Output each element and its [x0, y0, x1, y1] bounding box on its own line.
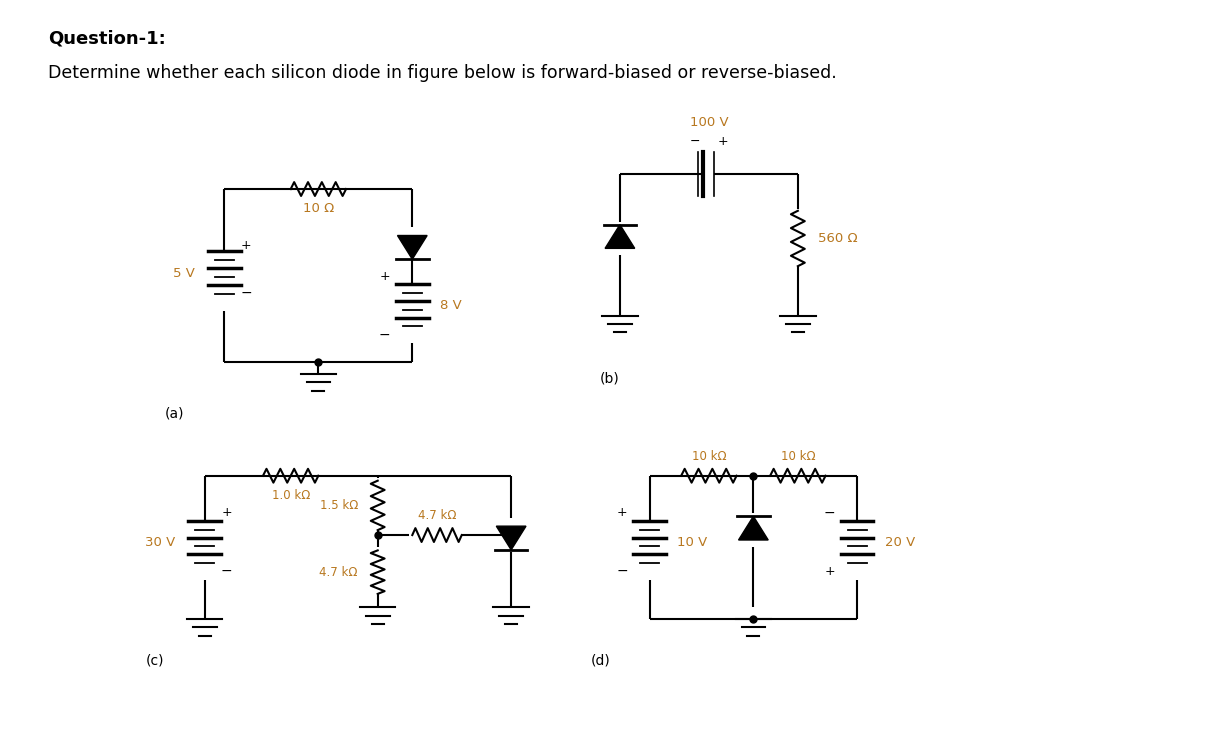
Text: 10 kΩ: 10 kΩ — [781, 450, 815, 463]
Text: 8 V: 8 V — [439, 299, 461, 312]
Text: Question-1:: Question-1: — [49, 30, 166, 48]
Text: (a): (a) — [165, 406, 185, 420]
Polygon shape — [496, 526, 526, 550]
Text: 4.7 kΩ: 4.7 kΩ — [319, 566, 357, 578]
Text: +: + — [824, 564, 835, 578]
Text: 10 V: 10 V — [677, 536, 707, 549]
Text: 20 V: 20 V — [885, 536, 916, 549]
Text: +: + — [717, 135, 728, 148]
Text: 560 Ω: 560 Ω — [818, 232, 857, 245]
Text: −: − — [220, 564, 233, 578]
Polygon shape — [738, 516, 769, 540]
Text: (c): (c) — [146, 654, 164, 668]
Polygon shape — [398, 236, 427, 259]
Text: 30 V: 30 V — [144, 536, 175, 549]
Text: +: + — [241, 239, 251, 252]
Text: Determine whether each silicon diode in figure below is forward-biased or revers: Determine whether each silicon diode in … — [49, 64, 837, 83]
Text: (b): (b) — [600, 372, 619, 386]
Text: 4.7 kΩ: 4.7 kΩ — [417, 509, 457, 522]
Text: −: − — [824, 506, 835, 520]
Text: −: − — [240, 285, 252, 300]
Text: −: − — [616, 564, 628, 578]
Text: 1.5 kΩ: 1.5 kΩ — [319, 499, 357, 512]
Text: −: − — [378, 327, 390, 341]
Text: 100 V: 100 V — [689, 116, 728, 130]
Text: 10 Ω: 10 Ω — [302, 202, 334, 215]
Text: −: − — [690, 135, 700, 148]
Text: 1.0 kΩ: 1.0 kΩ — [272, 488, 310, 501]
Text: 10 kΩ: 10 kΩ — [692, 450, 726, 463]
Text: +: + — [617, 507, 627, 519]
Text: +: + — [379, 269, 390, 283]
Text: 5 V: 5 V — [173, 266, 195, 280]
Polygon shape — [605, 225, 635, 248]
Text: +: + — [222, 507, 231, 519]
Text: (d): (d) — [590, 654, 610, 668]
